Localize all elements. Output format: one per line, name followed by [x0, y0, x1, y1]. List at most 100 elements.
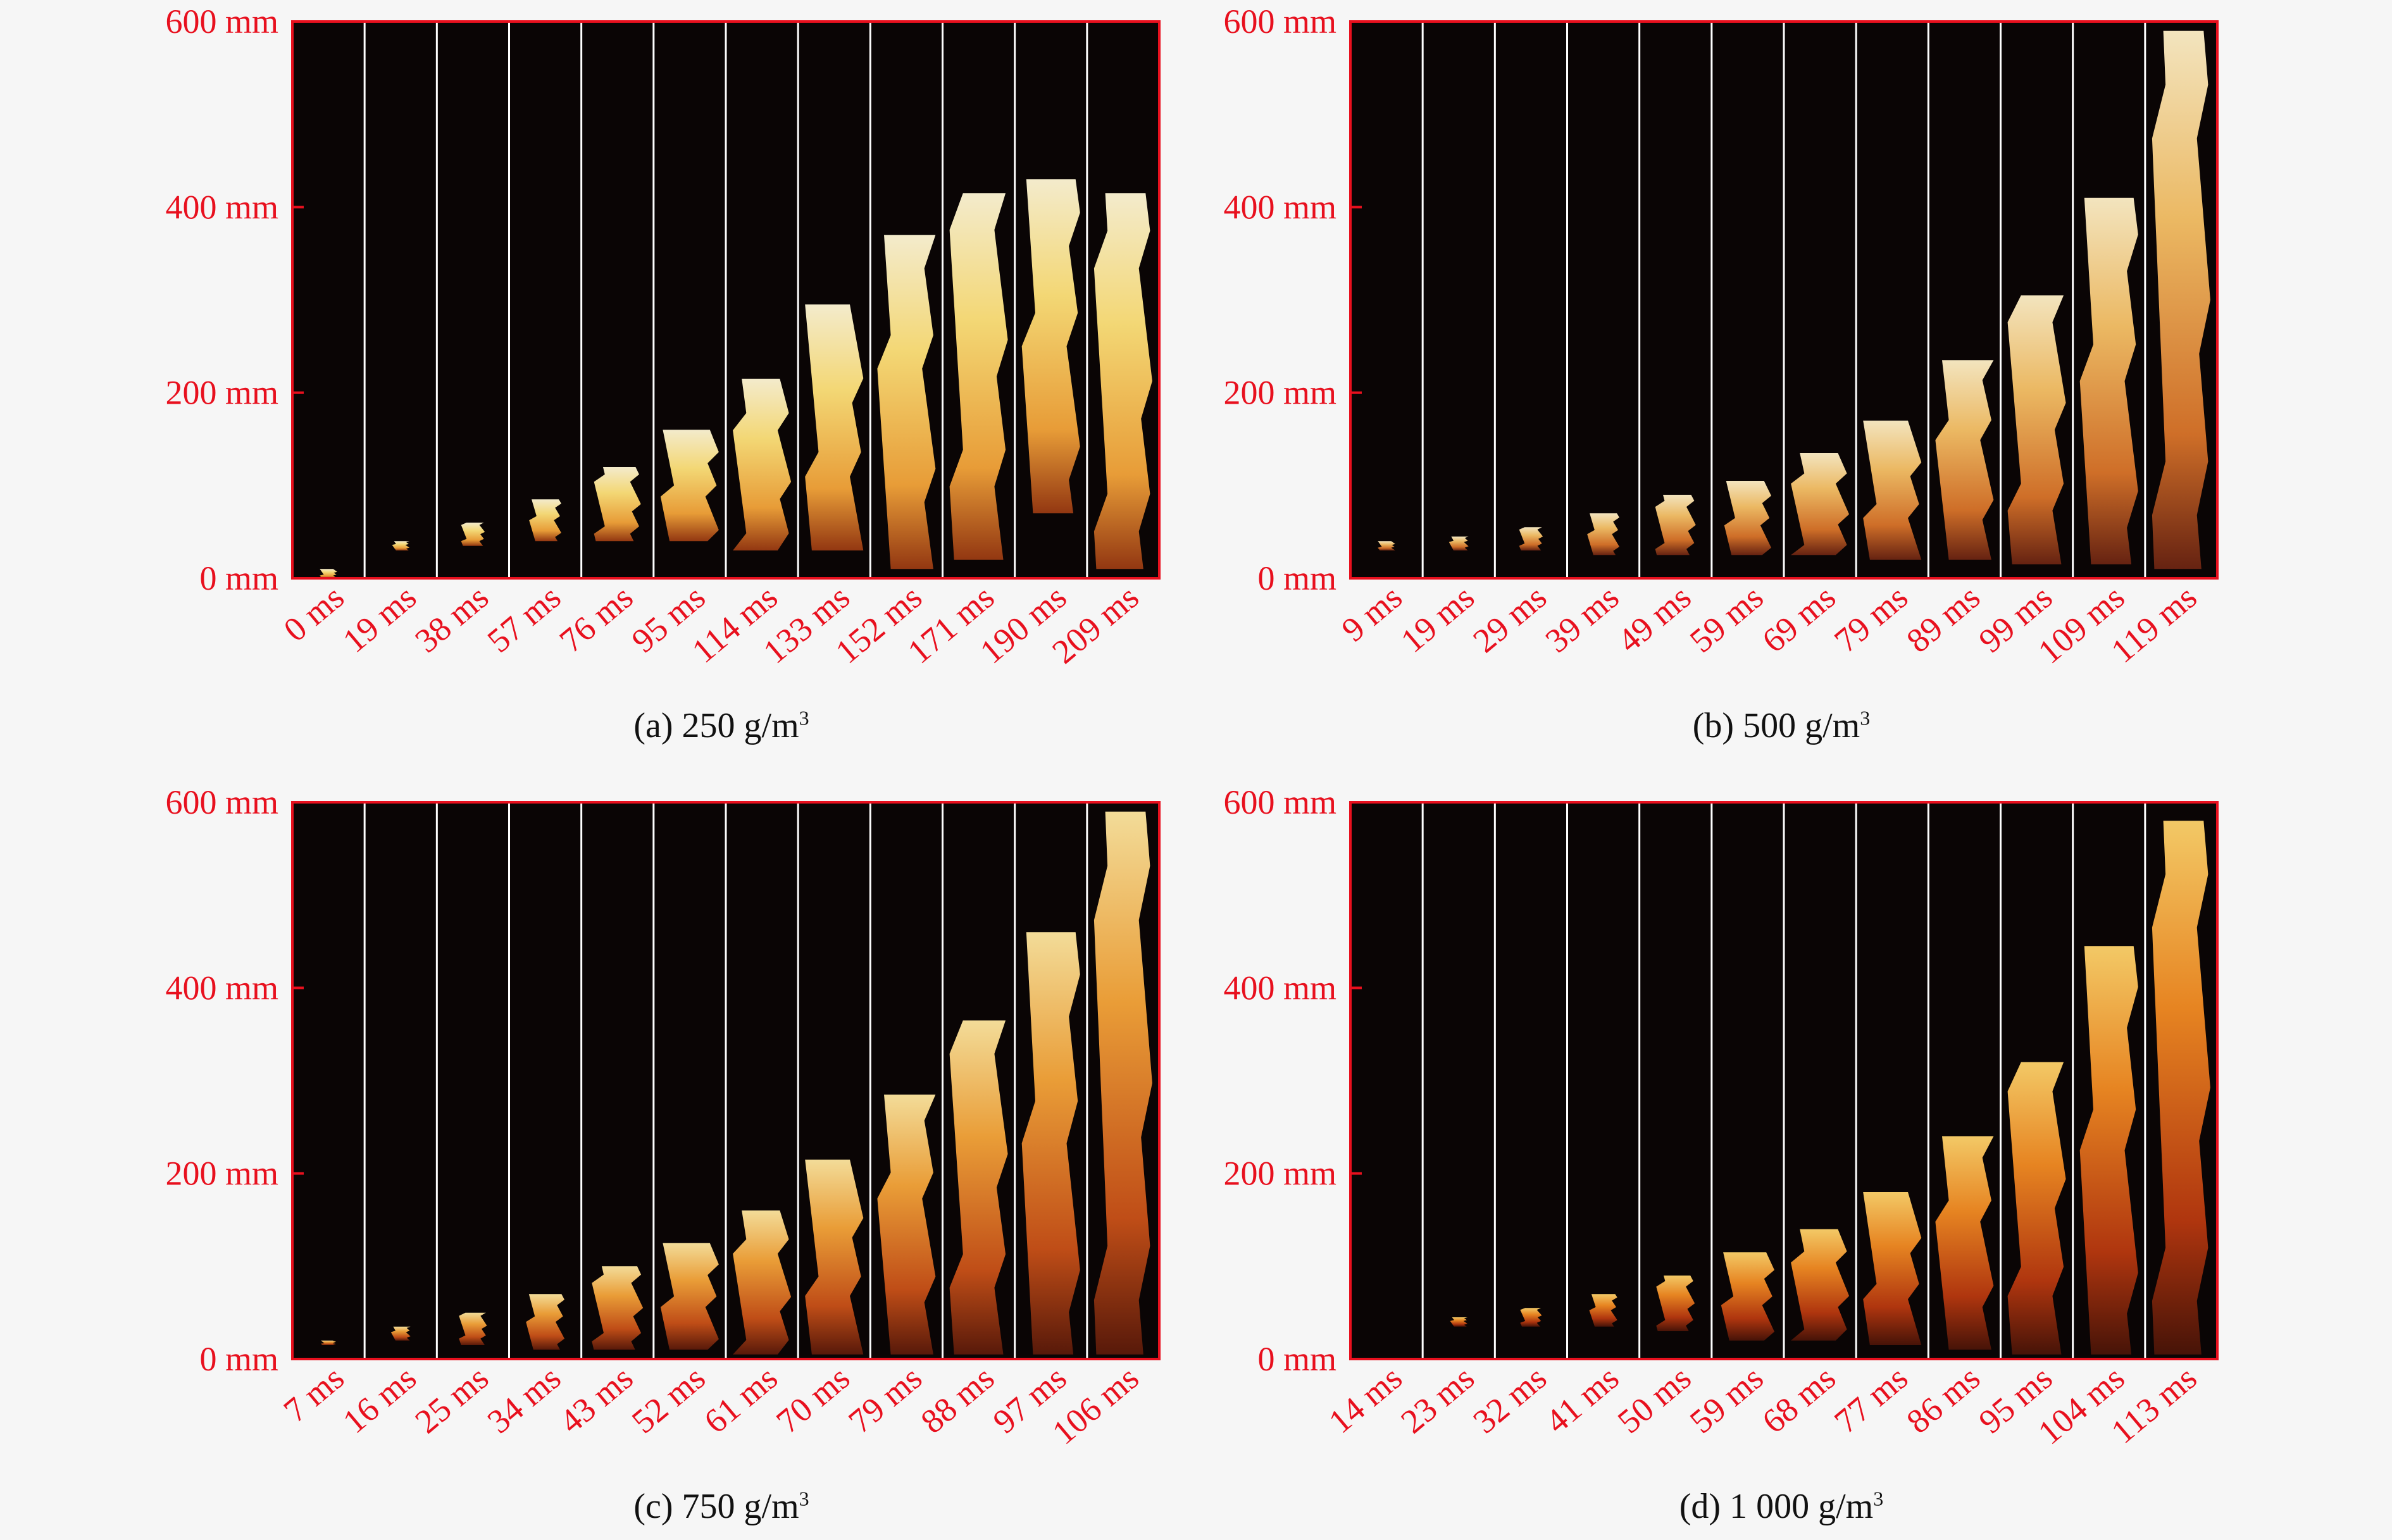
time-label: 16 ms — [335, 1358, 423, 1441]
y-tick-label: 200 mm — [1223, 374, 1336, 412]
time-label: 7 ms — [277, 1358, 351, 1430]
flame-11 — [1093, 811, 1152, 1355]
time-label: 32 ms — [1466, 1358, 1554, 1441]
y-tick-label: 600 mm — [1223, 783, 1336, 821]
y-tick-label: 600 mm — [1223, 3, 1336, 40]
flame-3 — [1589, 1294, 1617, 1327]
y-tick-label: 200 mm — [165, 1155, 278, 1193]
flame-1 — [1450, 1317, 1467, 1327]
time-label: 89 ms — [1900, 578, 1988, 660]
flame-11 — [1093, 193, 1152, 569]
flame-2 — [459, 1312, 487, 1345]
flame-7 — [805, 1159, 864, 1355]
caption-a: (a) 250 g/m3 — [278, 705, 1164, 746]
flame-9 — [949, 193, 1008, 560]
plot-frame — [1349, 801, 2219, 1360]
flame-9 — [2007, 295, 2066, 564]
time-label: 41 ms — [1538, 1358, 1626, 1441]
y-tick-label: 200 mm — [165, 374, 278, 412]
caption-c: (c) 750 g/m3 — [278, 1486, 1164, 1527]
flame-2 — [1519, 527, 1543, 550]
time-label: 68 ms — [1755, 1358, 1843, 1441]
y-tick-label: 400 mm — [1223, 188, 1336, 226]
time-label: 59 ms — [1683, 1358, 1771, 1441]
flame-1 — [392, 541, 409, 550]
caption-a-sup: 3 — [799, 706, 809, 730]
time-label: 86 ms — [1900, 1358, 1988, 1441]
flame-9 — [949, 1020, 1008, 1355]
caption-d: (d) 1 000 g/m3 — [1338, 1486, 2224, 1527]
flame-8 — [877, 235, 936, 569]
flame-1 — [390, 1326, 411, 1341]
flame-5 — [1724, 481, 1771, 556]
y-tick-label: 0 mm — [1257, 559, 1336, 597]
time-label: 52 ms — [625, 1358, 713, 1441]
flame-3 — [526, 1294, 564, 1350]
caption-d-sup: 3 — [1873, 1487, 1884, 1510]
flame-8 — [1935, 360, 1994, 560]
y-tick-label: 600 mm — [165, 783, 278, 821]
flame-10 — [1021, 932, 1080, 1355]
y-tick-label: 400 mm — [1223, 969, 1336, 1007]
caption-d-text: (d) 1 000 g/m — [1679, 1487, 1874, 1526]
flame-2 — [461, 523, 485, 546]
time-label: 38 ms — [408, 578, 496, 660]
time-label: 34 ms — [480, 1358, 568, 1441]
flame-8 — [1935, 1136, 1994, 1350]
plot-frame — [291, 20, 1161, 580]
time-label: 49 ms — [1610, 578, 1698, 660]
flame-0 — [321, 1340, 337, 1345]
flame-10 — [1021, 179, 1080, 514]
flame-8 — [877, 1095, 936, 1355]
y-tick-label: 200 mm — [1223, 1155, 1336, 1193]
time-label: 113 ms — [2104, 1358, 2204, 1451]
flame-7 — [1863, 420, 1922, 560]
flame-6 — [1791, 453, 1850, 556]
time-label: 39 ms — [1538, 578, 1626, 660]
plot-frame — [1349, 20, 2219, 580]
time-label: 25 ms — [408, 1358, 496, 1441]
flame-6 — [733, 1210, 792, 1355]
flame-4 — [1656, 1276, 1695, 1331]
caption-b-sup: 3 — [1860, 706, 1871, 730]
flame-0 — [1378, 541, 1395, 550]
flame-3 — [1587, 513, 1619, 556]
y-tick-label: 0 mm — [199, 559, 278, 597]
y-tick-label: 600 mm — [165, 3, 278, 40]
flame-0 — [320, 569, 337, 578]
flame-2 — [1520, 1308, 1542, 1327]
caption-c-sup: 3 — [799, 1487, 809, 1510]
caption-b-text: (b) 500 g/m — [1692, 706, 1860, 745]
y-tick-label: 0 mm — [1257, 1340, 1336, 1378]
flame-6 — [733, 378, 792, 550]
time-label: 19 ms — [1393, 578, 1481, 660]
flame-10 — [2079, 946, 2138, 1355]
time-label: 9 ms — [1335, 578, 1409, 649]
caption-b: (b) 500 g/m3 — [1338, 705, 2224, 746]
time-label: 76 ms — [552, 578, 640, 660]
flame-4 — [1655, 495, 1696, 556]
time-label: 79 ms — [1827, 578, 1915, 660]
caption-c-text: (c) 750 g/m — [633, 1487, 799, 1526]
flame-10 — [2079, 197, 2138, 564]
time-label: 57 ms — [480, 578, 568, 660]
caption-a-text: (a) 250 g/m — [633, 706, 799, 745]
time-label: 19 ms — [335, 578, 423, 660]
time-label: 29 ms — [1466, 578, 1554, 660]
y-tick-label: 0 mm — [199, 1340, 278, 1378]
y-tick-label: 400 mm — [165, 969, 278, 1007]
flame-7 — [1863, 1192, 1922, 1345]
flame-11 — [2152, 821, 2210, 1355]
time-label: 23 ms — [1393, 1358, 1481, 1441]
time-label: 61 ms — [697, 1358, 785, 1441]
flame-11 — [2152, 30, 2210, 569]
flame-3 — [529, 499, 561, 542]
flame-1 — [1448, 537, 1469, 550]
time-label: 59 ms — [1683, 578, 1771, 660]
flame-5 — [1721, 1252, 1774, 1341]
time-label: 43 ms — [552, 1358, 640, 1441]
panel-b: 600 mm 400 mm 200 mm 0 mm 9 ms 19 ms 29 ms 39 m… — [1058, 0, 2248, 759]
